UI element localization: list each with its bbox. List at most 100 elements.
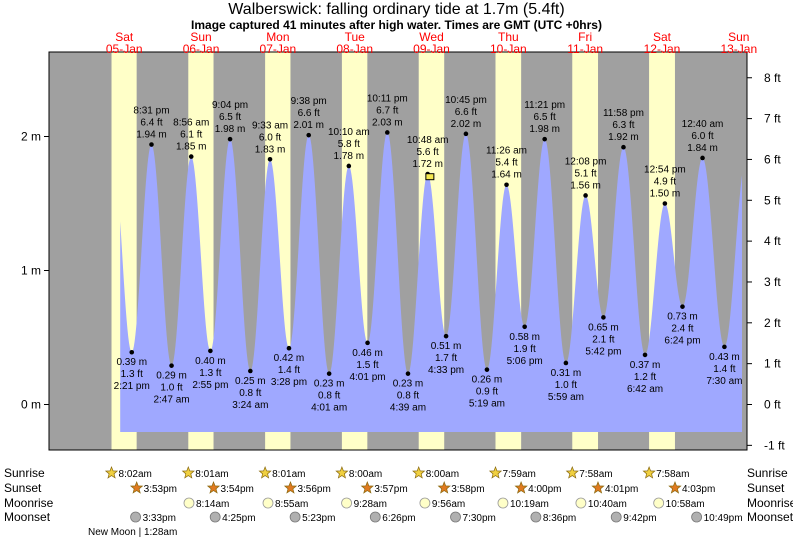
tide-time-24: 5:42 pm (585, 346, 621, 357)
almanac-label-left-1: Sunset (4, 481, 42, 495)
tide-feet-28: 2.4 ft (671, 324, 693, 335)
tide-time-14: 4:39 am (390, 403, 426, 414)
sunrise-icon-1 (181, 466, 195, 479)
tide-meters-0: 0.39 m (116, 357, 147, 368)
tide-point-16 (443, 333, 449, 339)
tide-meters-22: 0.31 m (551, 368, 582, 379)
tide-time-10: 4:01 am (311, 403, 347, 414)
tide-point-3 (188, 154, 194, 159)
axes-layer: 0 m 1 m 2 m -1 ft 0 ft 1 ft 2 ft 3 ft 4 ft 5 ft 6 … (21, 51, 785, 452)
day-name-4: Wed (419, 30, 443, 44)
day-name-8: Sun (728, 30, 749, 44)
tide-meters-23: 1.56 m (570, 180, 601, 191)
tide-time-11: 10:10 am (328, 127, 370, 138)
moonset-time-3: 6:26pm (382, 513, 415, 524)
right-tick-label-6: 5 ft (764, 193, 781, 207)
tide-point-29 (700, 155, 705, 161)
tide-feet-12: 1.5 ft (356, 360, 378, 371)
tide-feet-13: 6.7 ft (376, 105, 398, 116)
tide-time-5: 9:04 pm (212, 100, 248, 111)
sunset-icon-6 (591, 481, 605, 494)
tide-feet-11: 5.8 ft (338, 139, 360, 150)
moonset-time-5: 8:36pm (543, 513, 576, 524)
day-date-8: 13-Jan (720, 42, 757, 56)
sunset-icon-2 (283, 481, 298, 494)
sunset-icon-7 (668, 481, 682, 494)
right-tick-label-8: 7 ft (764, 112, 781, 126)
moonrise-time-0: 8:14am (196, 499, 229, 510)
tide-time-25: 11:58 pm (603, 108, 644, 119)
plot-frame (48, 51, 748, 451)
tide-feet-6: 0.8 ft (239, 388, 261, 399)
almanac-label-right-1: Sunset (747, 481, 785, 495)
moonrise-icon-0 (183, 497, 195, 509)
tide-time-8: 3:28 pm (271, 377, 307, 388)
chart-subtitle: Image captured 41 minutes after high wat… (191, 18, 602, 32)
moonset-time-4: 7:30pm (463, 513, 496, 524)
moonset-icon-5 (530, 511, 542, 523)
moonset-icon-3 (369, 511, 381, 523)
sunset-icon-5 (514, 481, 528, 494)
tide-point-22 (563, 360, 569, 366)
tide-time-6: 3:24 am (232, 400, 268, 411)
tide-time-19: 11:26 am (486, 146, 527, 157)
tide-time-28: 6:24 pm (664, 336, 700, 347)
moonrise-time-4: 10:19am (510, 499, 549, 510)
tide-feet-19: 5.4 ft (495, 158, 517, 169)
tide-meters-6: 0.25 m (235, 376, 266, 387)
tide-point-12 (365, 340, 370, 346)
moonset-icon-0 (130, 511, 141, 523)
tide-meters-5: 1.98 m (215, 124, 246, 135)
tide-feet-20: 1.9 ft (514, 344, 536, 355)
sunrise-time-5: 7:59am (502, 469, 535, 480)
tide-time-13: 10:11 pm (367, 93, 408, 104)
day-name-1: Sun (190, 30, 211, 44)
tide-time-17: 10:45 pm (445, 95, 487, 106)
tide-feet-21: 6.5 ft (534, 112, 556, 123)
tide-feet-24: 2.1 ft (592, 334, 614, 345)
tide-marks: 0.39 m1.3 ft2:21 pm8:31 pm6.4 ft1.94 m0.… (114, 93, 743, 413)
tide-point-21 (542, 136, 547, 142)
tide-point-17 (463, 131, 469, 137)
tide-feet-10: 0.8 ft (318, 391, 340, 402)
tide-meters-3: 1.85 m (176, 142, 207, 153)
tide-point-5 (227, 136, 233, 142)
sunrise-time-3: 8:00am (349, 469, 382, 480)
tide-point-9 (306, 132, 312, 138)
day-name-0: Sat (115, 30, 134, 44)
moonset-icon-7 (691, 511, 703, 523)
tide-point-24 (601, 315, 606, 320)
day-name-2: Mon (266, 30, 289, 44)
right-tick-label-2: 1 ft (764, 357, 781, 371)
tide-meters-26: 0.37 m (630, 360, 661, 371)
moonrise-icon-3 (419, 497, 431, 509)
tide-point-11 (346, 163, 352, 169)
moonrise-icon-4 (497, 497, 509, 509)
sunset-icon-0 (129, 481, 144, 494)
tide-time-20: 5:06 pm (507, 356, 543, 367)
tide-meters-25: 1.92 m (608, 132, 639, 143)
tide-point-19 (504, 182, 509, 188)
sunrise-time-1: 8:01am (195, 469, 228, 480)
tide-point-23 (583, 193, 588, 198)
sunset-icon-1 (206, 481, 221, 494)
new-moon-label: New Moon | 1:28am (88, 527, 177, 538)
tide-meters-10: 0.23 m (314, 379, 345, 390)
tide-point-8 (286, 345, 292, 351)
tide-point-30 (722, 344, 727, 350)
tide-time-27: 12:54 pm (644, 165, 686, 176)
tide-meters-17: 2.02 m (451, 119, 482, 130)
day-date-2: 07-Jan (260, 42, 297, 56)
left-tick-label-0: 0 m (21, 398, 41, 412)
moonrise-icon-2 (341, 497, 352, 509)
sunset-time-7: 4:03pm (682, 484, 715, 495)
tide-time-18: 5:19 am (469, 399, 505, 410)
tide-point-27 (662, 201, 668, 206)
day-headers: Sat05-JanSun06-JanMon07-JanTue08-JanWed0… (106, 30, 757, 56)
tide-time-2: 2:47 am (153, 395, 189, 406)
tide-time-26: 6:42 am (627, 384, 663, 395)
sunrise-icon-7 (642, 466, 656, 479)
moonrise-icon-1 (262, 497, 274, 509)
tide-point-18 (484, 367, 490, 372)
